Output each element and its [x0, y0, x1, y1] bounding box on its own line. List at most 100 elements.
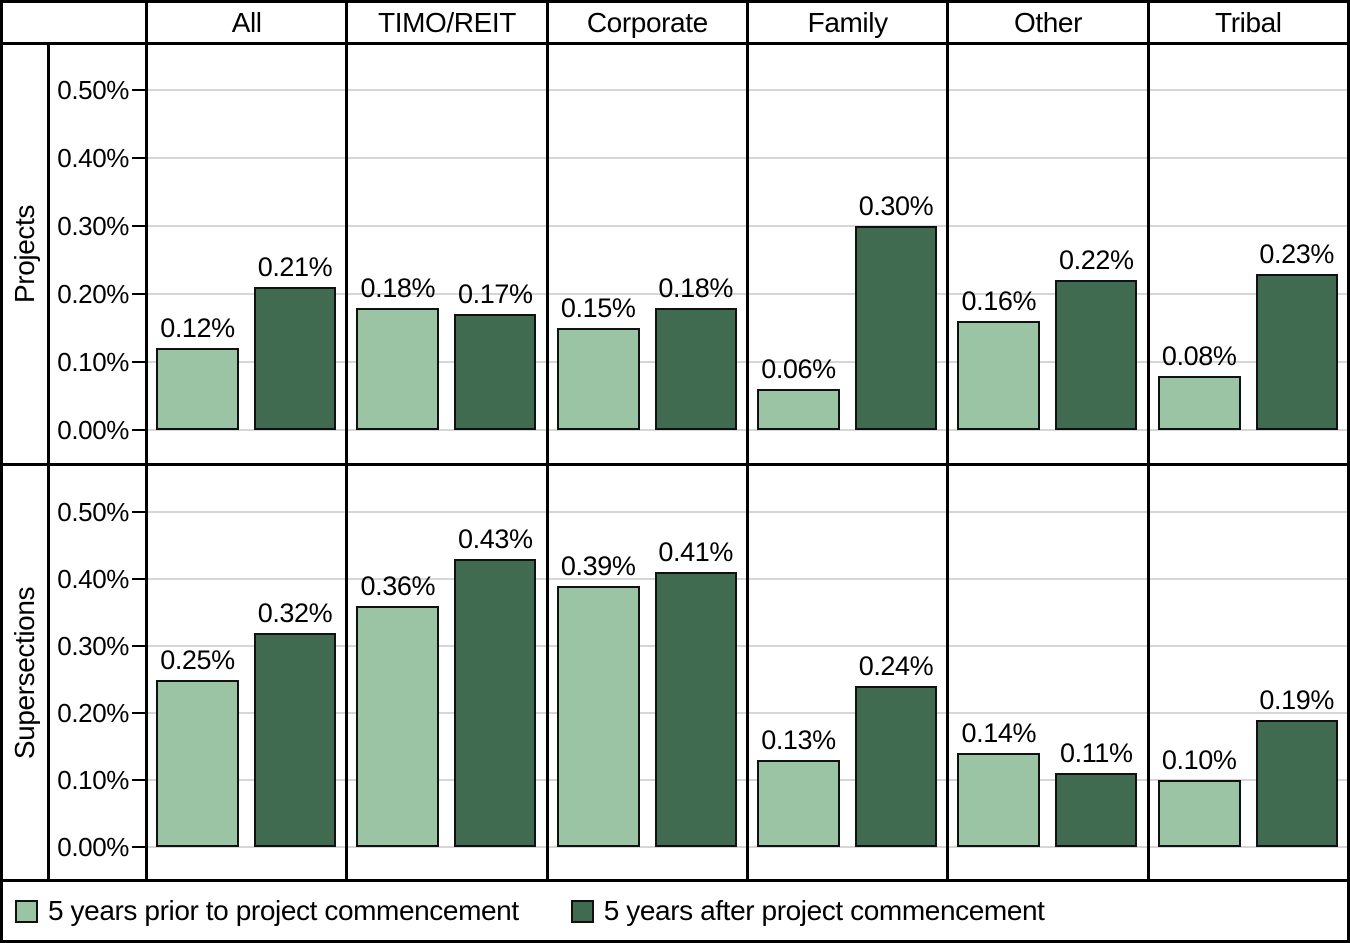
y-tick-mark — [132, 846, 145, 848]
bar-after — [854, 226, 937, 430]
y-tick-label: 0.50% — [57, 497, 129, 527]
gridline — [748, 645, 947, 647]
gridline — [748, 429, 947, 431]
column-header-family: Family — [745, 3, 947, 45]
gridline — [949, 779, 1147, 781]
gridline — [748, 712, 947, 714]
panel-projects-timo-reit: 0.18% 0.17% — [345, 45, 546, 463]
gridline — [348, 225, 546, 227]
bar-value-label: 0.30% — [858, 191, 934, 221]
gridline — [1149, 712, 1347, 714]
gridline — [148, 779, 346, 781]
legend-swatch-prior — [15, 899, 38, 923]
gridline — [1149, 511, 1347, 513]
panel-supersections-tribal: 0.10% 0.19% — [1146, 463, 1347, 879]
column-header-all: All — [145, 3, 346, 45]
bar-value-label: 0.21% — [257, 252, 333, 283]
panel-projects-other: 0.16% 0.22% — [946, 45, 1147, 463]
gridline — [949, 578, 1147, 580]
bar-after — [254, 632, 336, 847]
gridline — [1149, 846, 1347, 848]
bar-value-label: 0.11% — [1060, 738, 1133, 769]
gridline — [748, 157, 947, 159]
gridline — [1149, 578, 1347, 580]
gridline — [548, 89, 746, 91]
gridline — [949, 361, 1147, 363]
bar-prior — [1157, 780, 1241, 847]
y-tick-mark — [132, 712, 145, 714]
bar-prior — [356, 307, 440, 430]
gridline — [748, 361, 947, 363]
y-tick-mark — [132, 511, 145, 513]
panel-projects-tribal: 0.08% 0.23% — [1146, 45, 1347, 463]
column-header-corporate: Corporate — [545, 3, 746, 45]
header-corner-cell — [3, 3, 145, 45]
gridline — [949, 645, 1147, 647]
panel-supersections-timo-reit: 0.36% 0.43% — [345, 463, 546, 879]
gridline — [148, 293, 346, 295]
y-tick-mark — [132, 157, 145, 159]
gridline — [348, 846, 546, 848]
gridline — [548, 645, 746, 647]
gridline — [148, 361, 346, 363]
gridline — [548, 429, 746, 431]
y-tick-mark — [132, 578, 145, 580]
y-tick-label: 0.10% — [57, 347, 129, 377]
gridline — [1149, 293, 1347, 295]
gridline — [348, 157, 546, 159]
bar-value-label: 0.15% — [560, 293, 636, 323]
bar-prior — [957, 321, 1041, 430]
gridline — [148, 225, 346, 227]
gridline — [348, 511, 546, 513]
gridline — [748, 89, 947, 91]
gridline — [148, 645, 346, 647]
y-tick-mark — [132, 293, 145, 295]
bar-after — [1055, 773, 1138, 847]
column-header-label: All — [231, 6, 262, 38]
row-strip-label: Supersections — [9, 586, 40, 759]
bar-after — [654, 307, 737, 430]
column-header-tribal: Tribal — [1146, 3, 1347, 45]
gridline — [949, 89, 1147, 91]
gridline — [1149, 779, 1347, 781]
panel-supersections-all: 0.25% 0.32% — [145, 463, 346, 879]
gridline — [1149, 361, 1347, 363]
gridline — [748, 779, 947, 781]
gridline — [148, 578, 346, 580]
gridline — [548, 225, 746, 227]
gridline — [148, 157, 346, 159]
row-strip-supersections: Supersections — [3, 463, 47, 879]
gridline — [548, 712, 746, 714]
bar-prior — [356, 605, 440, 847]
gridline — [548, 157, 746, 159]
bar-value-label: 0.12% — [160, 313, 235, 344]
y-tick-label: 0.20% — [57, 279, 129, 309]
bar-value-label: 0.22% — [1059, 245, 1134, 276]
gridline — [548, 361, 746, 363]
gridline — [748, 225, 947, 227]
y-tick-label: 0.00% — [57, 832, 129, 862]
gridline — [348, 429, 546, 431]
panel-supersections-corporate: 0.39% 0.41% — [545, 463, 746, 879]
bar-value-label: 0.17% — [458, 279, 533, 310]
gridline — [348, 361, 546, 363]
bar-value-label: 0.18% — [360, 272, 436, 303]
gridline — [548, 511, 746, 513]
bar-prior — [756, 389, 840, 430]
column-header-label: Family — [807, 6, 888, 38]
y-axis-projects: 0.00% 0.10% 0.20% 0.30% 0.40% 0.50% — [47, 45, 145, 463]
bar-prior — [1157, 375, 1241, 430]
bar-value-label: 0.18% — [658, 272, 733, 303]
bar-value-label: 0.13% — [761, 724, 836, 755]
column-header-label: Other — [1013, 6, 1082, 38]
y-tick-label: 0.00% — [57, 415, 129, 445]
gridline — [949, 429, 1147, 431]
bar-after — [1255, 273, 1338, 430]
bar-value-label: 0.25% — [160, 644, 235, 675]
y-tick-label: 0.30% — [57, 631, 129, 661]
bar-value-label: 0.36% — [360, 570, 436, 601]
gridline — [548, 846, 746, 848]
legend-swatch-after — [570, 899, 594, 923]
y-tick-label: 0.40% — [57, 143, 129, 173]
